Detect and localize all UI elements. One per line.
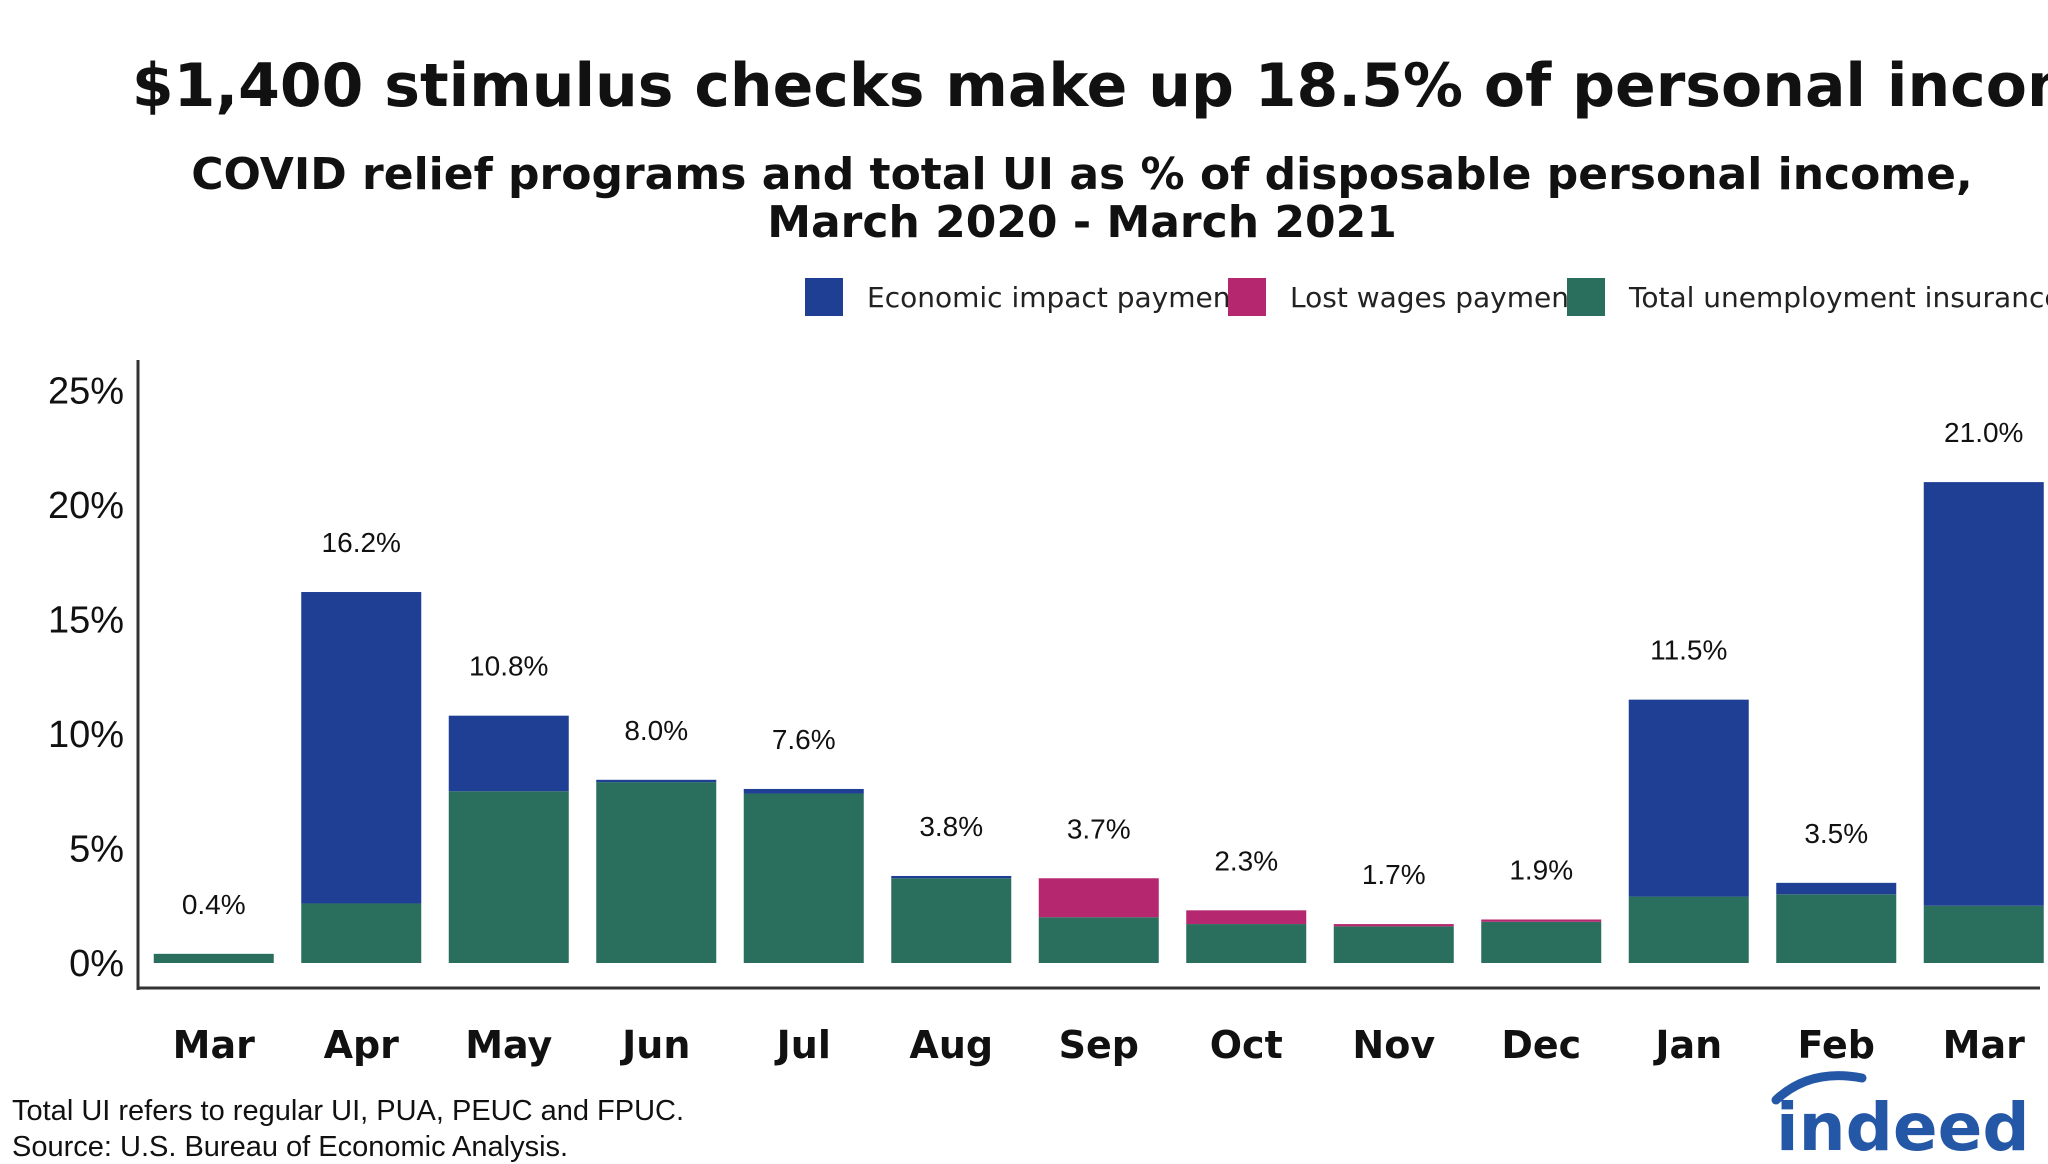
total-label: 1.9%	[1509, 854, 1573, 885]
x-tick-label: Feb	[1798, 1023, 1875, 1067]
total-label: 7.6%	[772, 724, 836, 755]
y-tick-label: 5%	[69, 829, 124, 871]
x-tick-label: Sep	[1059, 1023, 1139, 1067]
x-tick-label: Mar	[1943, 1023, 2025, 1067]
total-label: 8.0%	[624, 715, 688, 746]
x-tick-label: Jan	[1652, 1023, 1722, 1067]
chart-subtitle-line2: March 2020 - March 2021	[767, 197, 1397, 248]
x-tick-label: Oct	[1210, 1023, 1283, 1067]
bar-segment-lost-wages-payment	[1186, 910, 1307, 925]
bar-segment-economic-impact-payments	[891, 875, 1012, 879]
bar-segment-economic-impact-payments	[1628, 699, 1749, 897]
y-tick-label: 20%	[48, 485, 124, 527]
total-label: 2.3%	[1214, 845, 1278, 876]
x-tick-label: Mar	[173, 1023, 255, 1067]
total-label: 1.7%	[1362, 859, 1426, 890]
total-label: 16.2%	[322, 527, 401, 558]
y-axis: 0% 5% 10% 15% 20% 25%	[48, 360, 140, 990]
x-tick-label: Apr	[324, 1023, 400, 1067]
bar-segment-total-unemployment-insurance	[1186, 924, 1307, 963]
legend-swatch	[1228, 278, 1266, 316]
x-tick-label: Dec	[1501, 1023, 1581, 1067]
y-tick-label: 15%	[48, 600, 124, 642]
x-axis: Mar Apr May Jun Jul Aug Sep Oct Nov Dec Jan Feb Mar	[138, 986, 2040, 1067]
legend-label: Total unemployment insurance	[1628, 281, 2048, 314]
y-tick-label: 25%	[48, 371, 124, 413]
x-tick-label: Jul	[774, 1023, 831, 1067]
bar-segment-lost-wages-payment	[1038, 878, 1159, 918]
logo-wordmark: indeed	[1776, 1089, 2030, 1160]
bar-segment-economic-impact-payments	[301, 592, 422, 904]
x-tick-label: May	[465, 1023, 552, 1067]
bar-segment-lost-wages-payment	[1481, 919, 1602, 922]
logo-swoosh	[1771, 1071, 1867, 1105]
bar-segment-total-unemployment-insurance	[891, 878, 1012, 963]
total-label: 3.8%	[919, 811, 983, 842]
y-tick-label: 10%	[48, 714, 124, 756]
bar-segment-total-unemployment-insurance	[301, 903, 422, 963]
total-label: 21.0%	[1944, 417, 2023, 448]
total-label: 11.5%	[1650, 635, 1727, 666]
bars	[153, 482, 2044, 963]
x-tick-label: Jun	[619, 1023, 690, 1067]
bar-segment-total-unemployment-insurance	[153, 953, 274, 963]
bar-segment-total-unemployment-insurance	[1038, 917, 1159, 963]
bar-segment-total-unemployment-insurance	[1923, 905, 2044, 963]
indeed-logo: indeed	[1771, 1071, 2030, 1160]
bar-segment-total-unemployment-insurance	[596, 782, 717, 963]
bar-segment-economic-impact-payments	[448, 715, 569, 792]
legend-label: Lost wages payment	[1290, 281, 1580, 314]
bar-segment-total-unemployment-insurance	[1481, 921, 1602, 963]
legend-swatch	[805, 278, 843, 316]
bar-segment-economic-impact-payments	[1776, 882, 1897, 895]
data-labels: 0.4% 16.2% 10.8% 8.0% 7.6% 3.8% 3.7% 2.3% 1.7% 1.…	[182, 417, 2024, 920]
footnote-ui-definition: Total UI refers to regular UI, PUA, PEUC…	[12, 1095, 685, 1127]
bar-segment-economic-impact-payments	[596, 779, 717, 783]
bar-segment-economic-impact-payments	[1923, 482, 2044, 906]
bar-segment-economic-impact-payments	[743, 788, 864, 794]
x-tick-label: Aug	[909, 1023, 993, 1067]
chart-title: $1,400 stimulus checks make up 18.5% of …	[132, 51, 2048, 121]
legend-label: Economic impact payments	[867, 281, 1256, 314]
bar-segment-total-unemployment-insurance	[1333, 926, 1454, 963]
y-tick-label: 0%	[69, 943, 124, 985]
x-tick-label: Nov	[1352, 1023, 1435, 1067]
total-label: 3.5%	[1804, 818, 1868, 849]
bar-segment-total-unemployment-insurance	[743, 793, 864, 963]
chart-subtitle-line1: COVID relief programs and total UI as % …	[191, 149, 1972, 200]
legend-swatch	[1567, 278, 1605, 316]
bar-segment-total-unemployment-insurance	[1628, 896, 1749, 963]
total-label: 0.4%	[182, 889, 246, 920]
total-label: 10.8%	[469, 651, 548, 682]
bar-segment-total-unemployment-insurance	[1776, 894, 1897, 963]
bar-segment-total-unemployment-insurance	[448, 791, 569, 963]
bar-segment-lost-wages-payment	[1333, 924, 1454, 927]
footnote-source: Source: U.S. Bureau of Economic Analysis…	[12, 1131, 569, 1163]
total-label: 3.7%	[1067, 813, 1131, 844]
legend: Economic impact payments Lost wages payme…	[805, 278, 2048, 316]
